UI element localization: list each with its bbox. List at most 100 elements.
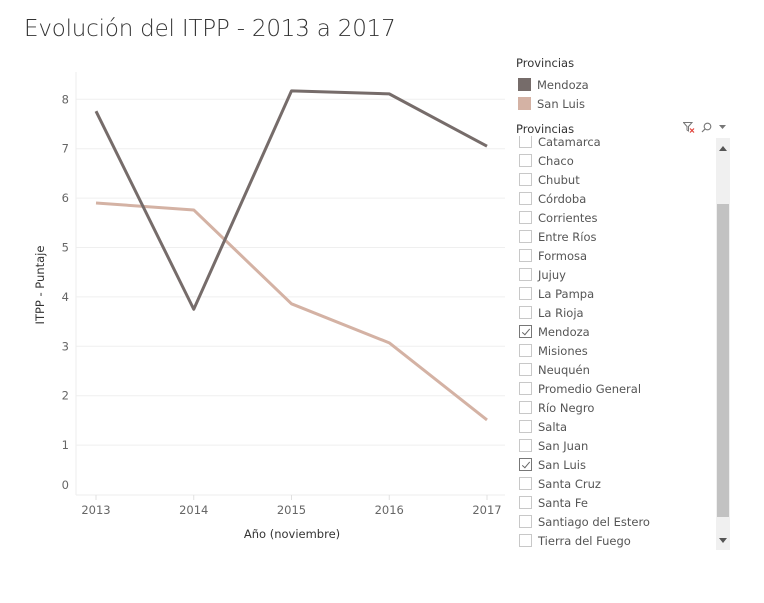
filter-item[interactable]: Salta [516,417,716,436]
series-line-mendoza[interactable] [94,89,488,311]
x-tick-label: 2017 [472,503,501,517]
filter-item-label: Corrientes [538,210,598,225]
filter-item[interactable]: Mendoza [516,322,716,341]
filter-item-label: San Juan [538,438,589,453]
x-tick-label: 2015 [277,503,306,517]
checkbox-checked[interactable] [519,325,532,338]
y-tick-label: 4 [62,290,69,304]
series-lines [94,89,488,422]
filter-item[interactable]: Catamarca [516,136,716,151]
legend-item[interactable]: San Luis [516,94,589,113]
checkbox[interactable] [519,192,532,205]
filter-scrollbar[interactable] [716,138,730,550]
filter-item-label: Entre Ríos [538,229,597,244]
filter-item[interactable]: Formosa [516,246,716,265]
filter-item-label: Santa Cruz [538,476,601,491]
filter-item[interactable]: La Rioja [516,303,716,322]
legend-swatch [518,78,531,91]
filter-item[interactable]: Neuquén [516,360,716,379]
checkbox[interactable] [519,173,532,186]
y-tick-label: 8 [62,92,69,106]
checkbox[interactable] [519,249,532,262]
legend-label: San Luis [537,96,585,111]
y-tick-label: 1 [62,438,69,452]
legend-swatch [518,97,531,110]
filter-item[interactable]: Tierra del Fuego [516,531,716,549]
checkbox-checked[interactable] [519,458,532,471]
chart-title: Evolución del ITPP - 2013 a 2017 [24,16,396,42]
filter-item-label: Promedio General [538,381,642,396]
filter-item[interactable]: Santa Cruz [516,474,716,493]
filter-item-label: Neuquén [538,362,590,377]
filter-item[interactable]: Santiago del Estero [516,512,716,531]
filter-item[interactable]: Córdoba [516,189,716,208]
filter-item[interactable]: Chaco [516,151,716,170]
filter-item-label: Río Negro [538,400,595,415]
filter-item[interactable]: Santa Fe [516,493,716,512]
filter-item-label: Córdoba [538,191,587,206]
filter-item-label: Chubut [538,172,580,187]
filter-item-label: Santiago del Estero [538,514,650,529]
legend-title: Provincias [516,56,575,70]
checkbox[interactable] [519,477,532,490]
y-tick-label: 3 [62,339,69,353]
checkbox[interactable] [519,439,532,452]
checkbox[interactable] [519,230,532,243]
checkbox[interactable] [519,401,532,414]
scroll-down-icon[interactable] [719,538,727,543]
checkbox[interactable] [519,515,532,528]
search-icon[interactable] [701,122,712,136]
checkbox[interactable] [519,211,532,224]
clear-filter-icon[interactable] [682,122,695,136]
filter-item-label: Salta [538,419,568,434]
filter-item-label: La Rioja [538,305,584,320]
checkbox[interactable] [519,154,532,167]
filter-item-label: La Pampa [538,286,595,301]
legend-label: Mendoza [537,77,589,92]
line-chart: 0 1 2 3 4 5 6 7 8 2013 2014 2015 2016 2017 ITPP - Pu… [33,72,505,541]
y-tick-label: 7 [62,142,69,156]
filter-item-label: Tierra del Fuego [538,533,631,548]
filter-item[interactable]: San Juan [516,436,716,455]
filter-item[interactable]: Entre Ríos [516,227,716,246]
y-tick-label: 0 [62,478,69,492]
filter-item[interactable]: Jujuy [516,265,716,284]
filter-title: Provincias [516,122,575,136]
color-legend: Provincias Mendoza San Luis [516,56,589,113]
filter-item-label: Jujuy [538,267,566,282]
province-filter-list[interactable]: Catamarca Chaco Chubut Córdoba Corrientes Ent… [516,136,716,549]
scroll-up-icon[interactable] [719,146,727,151]
checkbox[interactable] [519,496,532,509]
y-tick-label: 2 [62,389,69,403]
filter-item-label: Mendoza [538,324,590,339]
checkbox[interactable] [519,268,532,281]
x-tick-label: 2014 [179,503,208,517]
filter-item[interactable]: Chubut [516,170,716,189]
series-line-san-luis[interactable] [95,201,488,422]
checkbox[interactable] [519,420,532,433]
x-tick-label: 2013 [81,503,110,517]
scrollbar-thumb[interactable] [717,204,729,517]
x-axis-ticks: 2013 2014 2015 2016 2017 [81,495,502,517]
filter-item[interactable]: San Luis [516,455,716,474]
filter-item-label: Misiones [538,343,588,358]
y-axis-title: ITPP - Puntaje [33,246,47,325]
filter-item[interactable]: Corrientes [516,208,716,227]
filter-item[interactable]: Río Negro [516,398,716,417]
checkbox[interactable] [519,287,532,300]
checkbox[interactable] [519,344,532,357]
x-axis-title: Año (noviembre) [244,527,340,541]
checkbox[interactable] [519,306,532,319]
checkbox[interactable] [519,382,532,395]
checkbox[interactable] [519,136,532,148]
x-tick-label: 2016 [375,503,404,517]
filter-item[interactable]: La Pampa [516,284,716,303]
filter-item[interactable]: Misiones [516,341,716,360]
checkbox[interactable] [519,534,532,547]
checkbox[interactable] [519,363,532,376]
filter-item[interactable]: Promedio General [516,379,716,398]
y-tick-label: 5 [62,241,69,255]
dropdown-icon[interactable] [718,122,727,136]
filter-item-label: Formosa [538,248,588,263]
legend-item[interactable]: Mendoza [516,75,589,94]
